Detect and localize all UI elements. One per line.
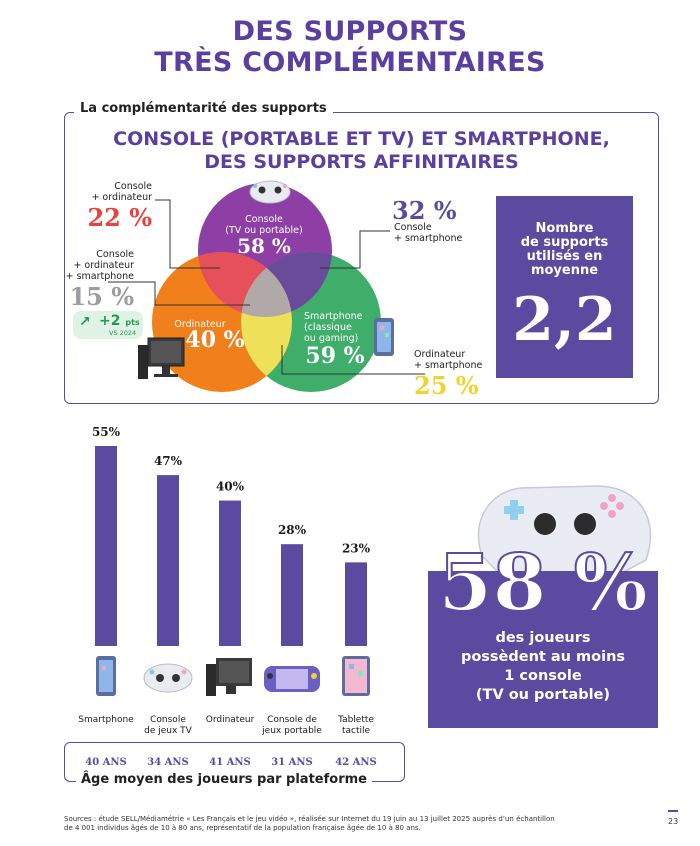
complementarity-subtitle: CONSOLE (PORTABLE ET TV) ET SMARTPHONE, … [64, 128, 659, 174]
value-ordinateur-smartphone: 25 % [414, 371, 479, 400]
computer-icon-venn [138, 337, 185, 379]
venn-value-ordinateur: 40 % [185, 327, 245, 353]
page-title-line-1: DES SUPPORTS [232, 16, 468, 47]
sources-line-2: de 4 001 individus âgés de 10 à 80 ans, … [64, 824, 421, 832]
complementarity-frame [64, 112, 659, 404]
bar-4 [281, 544, 303, 646]
venn-label-console-line-2: (TV ou portable) [225, 225, 303, 236]
label-ordinateur-smartphone-line-2: + smartphone [414, 360, 483, 371]
age-label: 42 ANS [335, 757, 377, 768]
sources-line-1: Sources : étude SELL/Médiamétrie « Les F… [64, 815, 555, 823]
average-supports-line-2: de supports [520, 235, 609, 250]
category-label: de jeux TV [144, 726, 193, 736]
label-cos-line-1: Console [96, 249, 134, 260]
bar-value-label: 40% [216, 480, 245, 494]
age-label: 31 ANS [271, 757, 313, 768]
value-console-ordinateur: 22 % [87, 203, 152, 232]
category-label: jeux portable [261, 726, 322, 736]
console-ownership-box: des joueurs possèdent au moins 1 console… [428, 571, 658, 728]
venn-value-smartphone: 59 % [305, 343, 365, 369]
bar-value-label: 55% [92, 425, 121, 439]
console-ownership-line-1: des joueurs [495, 630, 591, 646]
handheld-console-icon [264, 666, 320, 692]
bar-value-label: 47% [154, 454, 183, 468]
label-console-ordinateur-line-1: Console [114, 181, 152, 192]
category-label: Tablette [337, 715, 374, 725]
bar-5 [345, 562, 367, 646]
evolution-unit: pts [125, 318, 140, 327]
trend-up-icon: ↗ [79, 314, 91, 330]
gamepad-icon [143, 663, 193, 693]
label-console-smartphone-line-1: Console [394, 222, 432, 233]
bar-value-label: 23% [342, 541, 371, 555]
category-label: tactile [342, 726, 371, 736]
venn-label-console-line-1: Console [245, 214, 283, 225]
page-number: 23 [668, 817, 679, 826]
age-label: 41 ANS [209, 757, 251, 768]
smartphone-icon [96, 656, 116, 696]
bar-1 [95, 446, 117, 646]
category-label: Console [150, 715, 186, 725]
console-ownership-text: des joueurs possèdent au moins 1 console… [428, 629, 658, 705]
venn-label-smartphone-line-1: Smartphone [304, 311, 363, 322]
subtitle-line-1: CONSOLE (PORTABLE ET TV) ET SMARTPHONE, [113, 128, 610, 150]
page-number-rule [668, 810, 678, 812]
average-supports-line-1: Nombre [535, 221, 594, 236]
console-ownership-line-3: 1 console [504, 668, 582, 684]
complementarity-label: La complémentarité des supports [74, 101, 333, 116]
tablet-icon [342, 656, 370, 696]
label-console-ordinateur-smartphone: Console + ordinateur + smartphone [64, 249, 134, 282]
value-console-smartphone: 32 % [392, 196, 457, 225]
category-label: Ordinateur [206, 715, 255, 725]
venn-label-console: Console (TV ou portable) [224, 214, 304, 236]
label-console-ordinateur-line-2: + ordinateur [91, 192, 152, 203]
bar-3 [219, 500, 241, 646]
label-cos-line-2: + ordinateur [73, 260, 134, 271]
venn-value-console: 58 % [237, 234, 291, 258]
category-label: Console de [267, 715, 317, 725]
gamepad-icon-venn [249, 180, 291, 204]
subtitle-line-2: DES SUPPORTS AFFINITAIRES [204, 151, 519, 173]
venn-intersection-center [241, 252, 292, 317]
evolution-value: +2 pts [99, 313, 140, 329]
label-cos-line-3: + smartphone [65, 271, 134, 282]
page-title: DES SUPPORTS TRÈS COMPLÉMENTAIRES [0, 16, 700, 78]
console-ownership-line-2: possèdent au moins [460, 649, 626, 665]
average-supports-line-3: utilisés en [526, 249, 603, 264]
computer-icon [206, 658, 252, 696]
bar-2 [157, 475, 179, 646]
age-label: 40 ANS [85, 757, 127, 768]
label-console-ordinateur: Console + ordinateur [84, 181, 152, 203]
console-ownership-value: 58 % [437, 538, 649, 629]
average-supports-value: 2,2 [512, 285, 617, 355]
label-console-smartphone: Console + smartphone [394, 222, 474, 244]
age-caption: Âge moyen des joueurs par plateforme [76, 772, 372, 787]
console-ownership-line-4: (TV ou portable) [475, 687, 611, 703]
label-ordinateur-smartphone: Ordinateur + smartphone [414, 349, 494, 371]
evolution-number: +2 [99, 313, 121, 329]
label-console-smartphone-line-2: + smartphone [394, 233, 463, 244]
smartphone-icon-venn [374, 318, 394, 356]
page-title-line-2: TRÈS COMPLÉMENTAIRES [154, 47, 546, 78]
evolution-note: VS 2024 [109, 329, 137, 337]
venn-label-smartphone-line-3: ou gaming) [304, 333, 359, 344]
sources-note: Sources : étude SELL/Médiamétrie « Les F… [64, 815, 604, 833]
venn-label-smartphone: Smartphone (classique ou gaming) [304, 311, 364, 344]
category-label: Smartphone [78, 715, 134, 725]
bar-value-label: 28% [278, 523, 307, 537]
evolution-badge: ↗ +2 pts VS 2024 [73, 311, 143, 339]
age-label: 34 ANS [147, 757, 189, 768]
average-supports-text: Nombre de supports utilisés en moyenne [496, 222, 633, 278]
average-supports-line-4: moyenne [530, 263, 599, 278]
value-console-ordinateur-smartphone: 15 % [69, 282, 134, 311]
venn-label-ordinateur: Ordinateur [174, 319, 226, 330]
venn-label-smartphone-line-2: (classique [304, 322, 352, 333]
average-supports-box: Nombre de supports utilisés en moyenne 2… [496, 196, 633, 378]
label-ordinateur-smartphone-line-1: Ordinateur [414, 349, 466, 360]
